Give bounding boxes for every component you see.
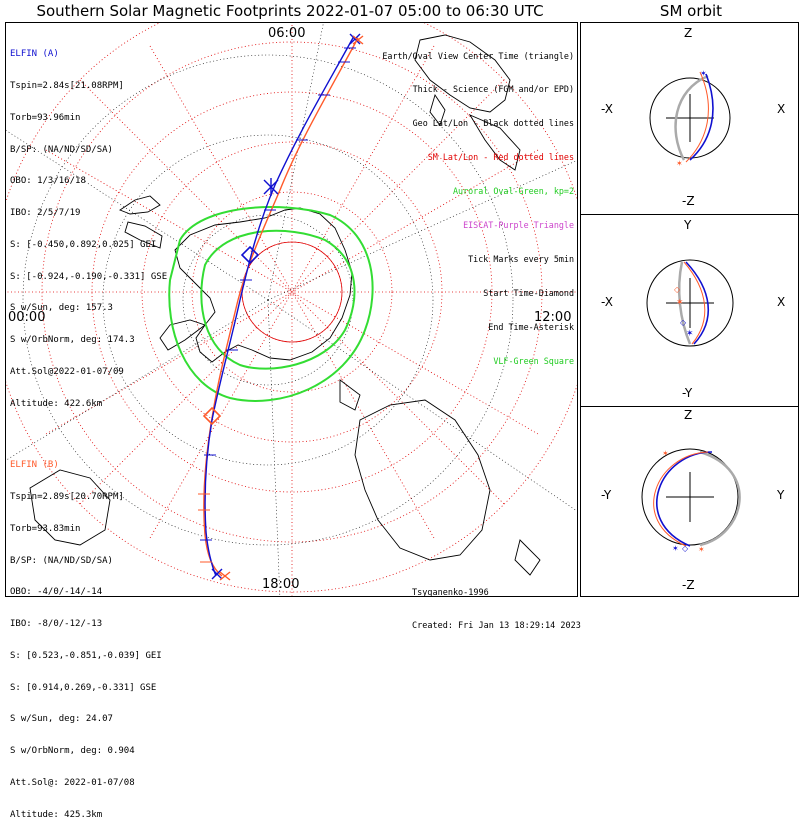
time-label-bottom: 18:00 [262,577,300,592]
elfin-a-line: IBO: 2/5/7/19 [10,208,81,219]
coastlines [29,34,541,576]
legend-item: Earth/Oval View Center Time (triangle) [382,50,574,61]
axis-top-label: Y [684,218,692,232]
elfin-a-line: S w/OrbNorm, deg: 174.3 [10,335,135,346]
sm-grid [6,23,577,596]
elfin-b-line: Torb=93.83min [10,523,81,534]
legend-item: Auroral Oval-Green, kp=2 [452,186,574,197]
elfin-b-info: ELFIN (B) Tspin=2.89s[20.70RPM] Torb=93.… [10,439,162,831]
svg-text:✶: ✶ [662,449,669,458]
elfin-b-line: S: [0.914,0.269,-0.331] GSE [10,682,157,693]
legend-item: Geo Lat/Lon - Black dotted lines [412,118,574,129]
svg-text:◇: ◇ [674,285,681,294]
svg-text:◇: ◇ [682,544,689,553]
footprint-map: ✶ ✶ ✶ ✶ ◇ ◇ ✶ ◇ ✶ ✶ [5,22,799,597]
elfin-b-line: S w/OrbNorm, deg: 0.904 [10,746,135,757]
elfin-b-line: IBO: -8/0/-12/-13 [10,619,103,630]
svg-text:✶: ✶ [700,69,707,78]
elfin-b-line: OBO: -4/0/-14/-14 [10,587,103,598]
time-label-top: 06:00 [268,26,306,41]
svg-text:✶: ✶ [698,545,705,554]
axis-right-label: X [777,295,786,309]
elfin-b-line: Altitude: 425.3km [10,809,103,820]
elfin-b-end-asterisk [219,35,364,581]
axis-bottom-label: -Z [682,194,695,208]
elfin-a-line: Att.Sol@2022-01-07/09 [10,367,124,377]
elfin-a-info: ELFIN (A) Tspin=2.84s[21.08RPM] Torb=93.… [10,28,167,420]
legend: Earth/Oval View Center Time (triangle) T… [382,28,574,378]
legend-item: SM Lat/Lon - Red dotted lines [427,152,574,163]
time-label-left: 00:00 [8,310,46,325]
elfin-a-track-ticks [200,47,356,541]
orbit-panel-2-labels: Y -Y -X X [581,214,799,406]
axis-top-label: Z [684,26,693,40]
axis-left-label: -X [601,295,613,309]
elfin-a-line: S: [-0.450,0.892,0.025] GEI [10,239,157,250]
elfin-b-line: Tspin=2.89s[20.70RPM] [10,491,124,502]
page-title: Southern Solar Magnetic Footprints 2022-… [36,2,544,20]
elfin-a-track [204,35,355,577]
svg-text:◇: ◇ [680,318,687,327]
sm-orbit-panel-3: ✶ ◇ ✶ ✶ [641,448,741,554]
elfin-a-line: OBO: 1/3/16/18 [10,176,86,187]
axis-top-label: Z [684,408,693,422]
orbit-panel-title: SM orbit [659,2,723,20]
sm-orbit-panel-2: ✶ ✶ ◇ ◇ [646,259,734,347]
sm-orbit-panel-1: ✶ ✶ [649,69,731,168]
orbit-panel-3-labels: Z -Z -Y Y [581,406,799,598]
axis-right-label: Y [777,488,785,502]
legend-item: Tick Marks every 5min [468,253,574,264]
axis-left-label: -Y [601,488,612,502]
legend-item: EISCAT-Purple Triangle [463,220,574,231]
elfin-a-line: Tspin=2.84s[21.08RPM] [10,80,124,91]
elfin-a-line: Altitude: 422.6km [10,398,103,409]
credits: Tsyganenko-1996 Created: Fri Jan 13 18:2… [412,566,581,643]
svg-text:✶: ✶ [686,329,694,339]
model-credit: Tsyganenko-1996 [412,588,489,598]
axis-left-label: -X [601,102,613,116]
orbit-panel-1-labels: Z -Z -X X [581,22,799,214]
elfin-a-line: B/SP: (NA/ND/SD/SA) [10,144,113,155]
svg-text:✶: ✶ [676,159,683,168]
elfin-a-start-diamond [240,245,260,265]
elfin-b-line: Att.Sol@: 2022-01-07/08 [10,778,135,788]
elfin-a-line: S w/Sun, deg: 157.3 [10,303,113,314]
elfin-b-line: B/SP: (NA/ND/SD/SA) [10,555,113,566]
elfin-b-track [203,37,359,577]
elfin-a-end-asterisk [211,33,361,580]
axis-bottom-label: -Z [682,578,695,592]
elfin-a-line: Torb=93.96min [10,112,81,123]
created-timestamp: Created: Fri Jan 13 18:29:14 2023 [412,621,581,631]
legend-item: Start Time-Diamond [483,287,574,298]
axis-bottom-label: -Y [682,386,693,400]
svg-text:✶: ✶ [676,298,684,308]
legend-item: End Time-Asterisk [488,321,574,332]
geo-grid [6,23,577,596]
elfin-b-name: ELFIN (B) [10,460,59,471]
elfin-b-line: S: [0.523,-0.851,-0.039] GEI [10,650,162,661]
legend-item: Thick - Science (FGM and/or EPD) [412,84,574,95]
elfin-a-name: ELFIN (A) [10,49,59,60]
svg-text:✶: ✶ [672,544,679,553]
legend-item: VLF-Green Square [493,355,574,366]
elfin-b-start-diamond [202,406,222,426]
time-label-right: 12:00 [534,310,572,325]
elfin-b-line: S w/Sun, deg: 24.07 [10,714,113,725]
elfin-a-line: S: [-0.924,-0.190,-0.331] GSE [10,271,168,282]
axis-right-label: X [777,102,786,116]
elfin-b-track-ticks [198,493,212,563]
auroral-ovals [168,206,374,402]
